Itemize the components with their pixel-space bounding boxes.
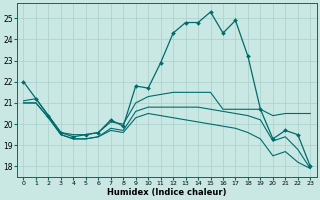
X-axis label: Humidex (Indice chaleur): Humidex (Indice chaleur) bbox=[107, 188, 227, 197]
